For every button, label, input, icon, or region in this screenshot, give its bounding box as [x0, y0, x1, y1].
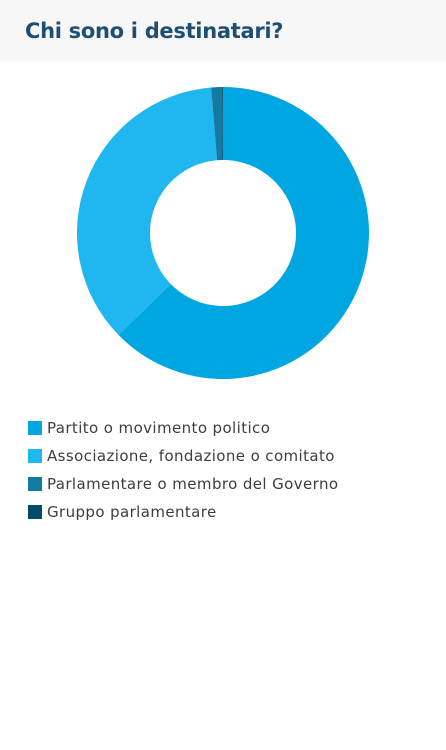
legend-label: Gruppo parlamentare [47, 503, 217, 521]
legend-swatch [28, 421, 42, 435]
card-header: Chi sono i destinatari? [0, 0, 446, 62]
legend-label: Partito o movimento politico [47, 419, 271, 437]
chart-legend: Partito o movimento politico Associazione… [28, 414, 338, 526]
donut-slice-1[interactable] [118, 87, 370, 380]
legend-item[interactable]: Gruppo parlamentare [28, 498, 338, 526]
donut-slice-4[interactable] [222, 87, 223, 161]
legend-label: Parlamentare o membro del Governo [47, 475, 339, 493]
legend-swatch [28, 505, 42, 519]
legend-swatch [28, 477, 42, 491]
donut-chart [77, 87, 370, 380]
legend-item[interactable]: Associazione, fondazione o comitato [28, 442, 338, 470]
legend-item[interactable]: Parlamentare o membro del Governo [28, 470, 338, 498]
donut-chart-area [0, 62, 446, 402]
donut-slice-2[interactable] [77, 87, 218, 335]
legend-label: Associazione, fondazione o comitato [47, 447, 335, 465]
chart-title: Chi sono i destinatari? [25, 19, 284, 43]
legend-swatch [28, 449, 42, 463]
donut-slice-3[interactable] [211, 87, 223, 161]
legend-item[interactable]: Partito o movimento politico [28, 414, 338, 442]
